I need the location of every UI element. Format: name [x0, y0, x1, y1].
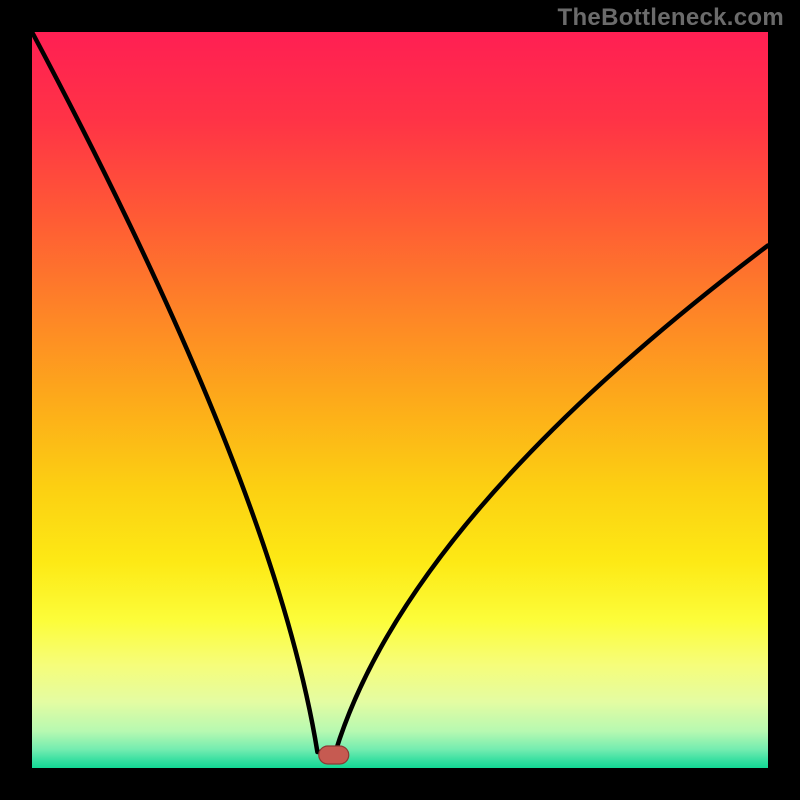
watermark-label: TheBottleneck.com — [558, 4, 784, 32]
plot-background — [32, 32, 768, 768]
bottleneck-chart — [0, 0, 800, 800]
optimal-marker — [319, 746, 349, 764]
chart-root: TheBottleneck.com — [0, 0, 800, 800]
